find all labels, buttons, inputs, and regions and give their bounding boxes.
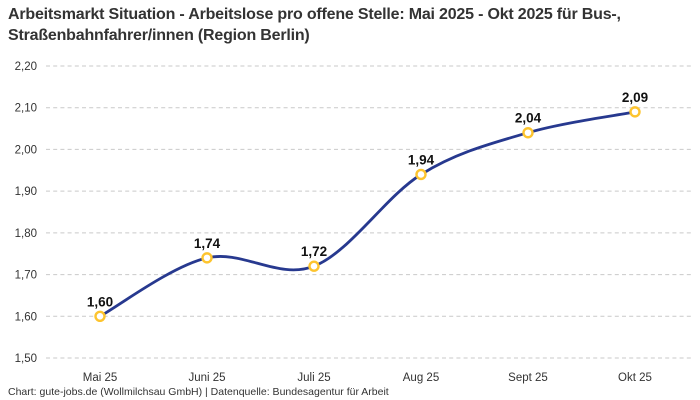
y-axis-tick-label: 2,20 xyxy=(15,61,37,73)
data-point-value-label: 1,60 xyxy=(87,294,113,309)
data-point-value-label: 1,72 xyxy=(301,244,327,259)
data-point-marker xyxy=(415,168,427,181)
chart-title: Arbeitsmarkt Situation - Arbeitslose pro… xyxy=(8,6,621,44)
x-axis-tick-label: Juni 25 xyxy=(188,372,225,384)
x-axis-tick-label: Aug 25 xyxy=(403,372,439,384)
y-axis-tick-label: 1,90 xyxy=(15,186,37,198)
y-axis-tick-label: 1,70 xyxy=(15,270,37,282)
x-axis-tick-label: Mai 25 xyxy=(83,372,118,384)
data-point-value-label: 2,04 xyxy=(515,111,542,126)
x-axis-tick-label: Sept 25 xyxy=(508,372,548,384)
data-series-line xyxy=(98,110,637,318)
data-point-value-label: 1,74 xyxy=(194,236,221,251)
data-point-marker xyxy=(522,127,534,139)
data-point-marker xyxy=(629,106,641,118)
y-axis-tick-label: 2,00 xyxy=(15,144,37,156)
data-point-marker xyxy=(308,260,320,272)
data-point-value-label: 2,09 xyxy=(622,90,648,105)
y-axis-tick-label: 1,80 xyxy=(15,228,37,240)
x-axis-tick-label: Okt 25 xyxy=(618,372,652,384)
y-axis-tick-label: 1,60 xyxy=(15,311,37,323)
data-point-marker xyxy=(201,252,213,264)
chart-credit-text: Chart: gute-jobs.de (Wollmilchsau GmbH) … xyxy=(8,386,389,398)
data-point-marker xyxy=(94,310,106,322)
y-axis-tick-label: 1,50 xyxy=(15,353,37,365)
y-axis-tick-label: 2,10 xyxy=(15,103,37,115)
data-point-value-label: 1,94 xyxy=(408,152,435,167)
x-axis-tick-label: Juli 25 xyxy=(297,372,330,384)
